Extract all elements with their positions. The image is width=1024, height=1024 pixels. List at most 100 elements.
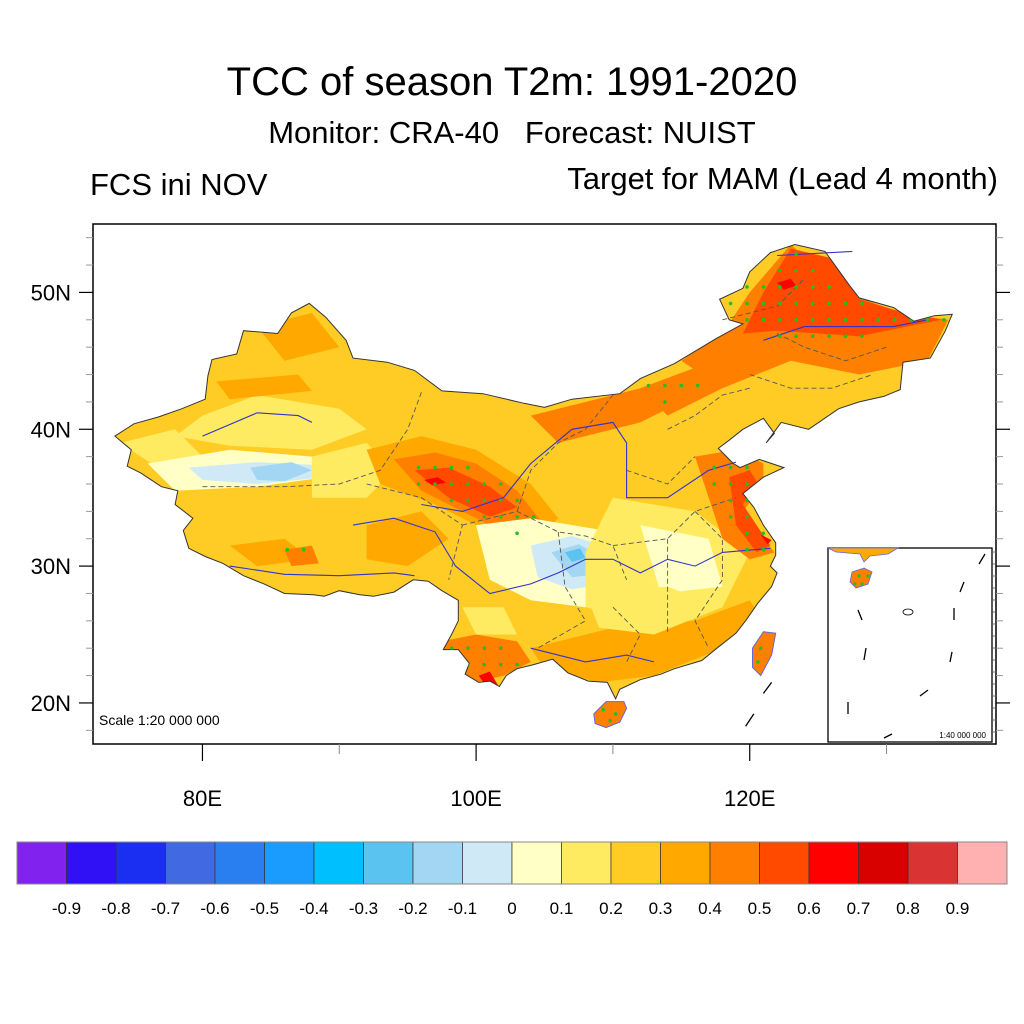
significance-dot (925, 318, 930, 322)
significance-dot (498, 515, 503, 519)
river (352, 517, 771, 595)
significance-dot (449, 646, 454, 650)
contour-region (742, 248, 942, 337)
significance-dot (531, 515, 536, 519)
river (229, 565, 415, 577)
right-string: Target for MAM (Lead 4 month) (567, 161, 998, 196)
contour-region (777, 278, 797, 290)
significance-dot (761, 547, 766, 552)
colorbar-label: 0 (507, 899, 516, 918)
significance-dot (893, 318, 897, 322)
province-border (626, 456, 696, 485)
significance-dot (843, 318, 848, 322)
significance-dot (860, 582, 864, 586)
significance-dot (449, 482, 454, 486)
significance-dot (810, 285, 815, 289)
province-border (462, 510, 628, 580)
significance-dot (758, 646, 763, 651)
significance-dot (498, 482, 503, 486)
significance-dot (745, 465, 749, 470)
colorbar-swatch (808, 841, 859, 885)
significance-dot (728, 301, 733, 306)
colorbar-label: -0.7 (151, 899, 180, 918)
colorbar-swatch (462, 841, 513, 885)
nine-dash-line-segment (919, 689, 929, 697)
nine-dash-line-segment (857, 609, 863, 621)
colorbar-label: -0.4 (299, 899, 328, 918)
significance-dot (827, 334, 831, 339)
colorbar-label: -0.9 (52, 899, 81, 918)
inset-coast (827, 547, 900, 563)
contour-region (424, 477, 446, 486)
scale-label: Scale 1:20 000 000 (99, 712, 220, 728)
significance-dot (466, 482, 470, 486)
significance-dot (745, 318, 749, 322)
contour-region (760, 534, 772, 545)
province-border (202, 392, 422, 488)
x-tick-label: 120E (724, 786, 775, 811)
colorbar-swatch (165, 841, 216, 885)
colorbar-swatch (858, 841, 909, 885)
nine-dash-line-segment (863, 647, 867, 661)
significance-dot (860, 318, 864, 322)
significance-dot (728, 498, 733, 503)
colorbar-label: 0.3 (649, 899, 673, 918)
province-border (516, 394, 614, 512)
colorbar-swatch (363, 841, 414, 885)
significance-dot (745, 498, 749, 503)
significance-dot (778, 318, 782, 322)
axes-layer: 20N 30N 40N 50N 80E 100E 120E (31, 237, 1010, 811)
colorbar-label: 0.7 (847, 899, 871, 918)
colorbar-label: 0.9 (946, 899, 970, 918)
significance-dot (866, 574, 870, 578)
significance-dot (827, 318, 831, 322)
significance-dot (860, 334, 864, 339)
significance-dot (745, 547, 749, 552)
x-tick-label: 100E (450, 786, 501, 811)
colorbar-label: -0.1 (448, 899, 477, 918)
significance-dot (712, 465, 716, 470)
colorbar-swatch (759, 841, 810, 885)
significance-dot (778, 301, 782, 306)
nine-dash-line-segment (745, 713, 755, 727)
china-outline (114, 243, 953, 700)
significance-dot (663, 383, 667, 388)
significance-dot (794, 301, 798, 306)
colorbar-swatch (313, 841, 364, 885)
significance-dot (416, 465, 421, 470)
significance-dot (745, 482, 749, 486)
significance-dot (778, 268, 782, 273)
significance-dot (466, 498, 470, 503)
nine-dash-line-segment (883, 733, 893, 739)
significance-dot (601, 707, 606, 712)
significance-dot (515, 515, 519, 519)
significance-dot (679, 383, 684, 388)
significance-dot (761, 318, 766, 322)
significance-dot (646, 383, 651, 388)
significance-dot (860, 301, 864, 306)
contour-region (729, 470, 771, 553)
significance-dot (942, 318, 946, 322)
significance-dot (843, 334, 848, 339)
colorbar: -0.9 -0.8 -0.7 -0.6 -0.5 -0.4 -0.3 -0.2 -0.1 0 0.1… (16, 841, 1008, 918)
significance-dot (853, 582, 857, 586)
significance-dot (728, 515, 733, 519)
significance-dot (810, 268, 815, 273)
y-tick-label: 50N (31, 280, 71, 305)
significance-dot (482, 646, 487, 650)
significance-dot (482, 515, 487, 519)
contour-region (216, 374, 312, 400)
contour-region (565, 548, 586, 562)
province-border (537, 531, 587, 649)
colorbar-label: 0.8 (896, 899, 920, 918)
significance-dot (728, 465, 733, 470)
province-border (749, 374, 874, 389)
significance-dot (794, 252, 798, 256)
nine-dash-line-segment (949, 651, 953, 663)
contour-region (585, 586, 723, 635)
significance-dot (433, 482, 437, 486)
colorbar-swatch (907, 841, 958, 885)
significance-dot (695, 383, 700, 388)
y-tick-label: 30N (31, 554, 71, 579)
colorbar-swatch (561, 841, 612, 885)
